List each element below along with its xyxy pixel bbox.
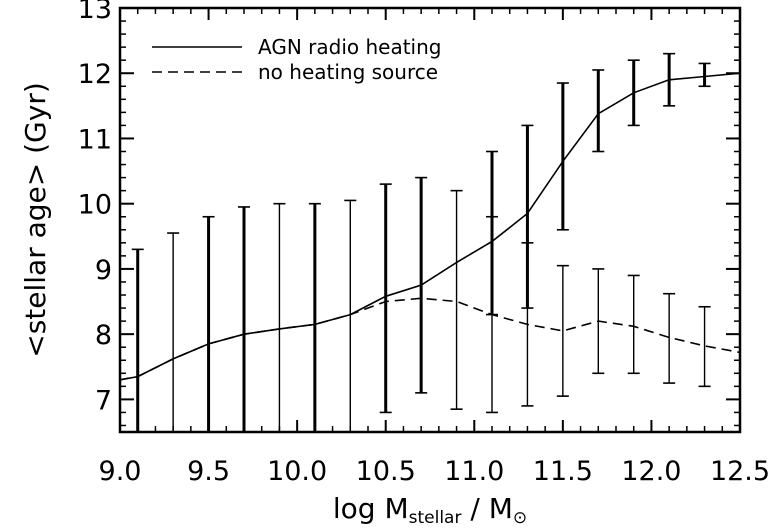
y-tick-label: 9 <box>95 255 112 286</box>
plot-area <box>120 52 740 432</box>
error-bar <box>486 215 498 414</box>
error-bar <box>627 274 640 375</box>
error-bar <box>592 69 605 153</box>
error-bar <box>273 202 286 432</box>
error-bar <box>556 264 569 397</box>
legend-label-agn: AGN radio heating <box>258 35 441 59</box>
error-bar <box>450 189 463 410</box>
error-bar <box>167 232 180 432</box>
error-bar <box>521 242 534 407</box>
x-tick-label: 12.0 <box>621 456 681 487</box>
error-bar <box>415 176 428 394</box>
error-bar <box>556 82 569 231</box>
error-bar <box>202 215 215 432</box>
error-bar <box>592 268 605 375</box>
y-tick-label: 12 <box>78 59 112 90</box>
y-tick-label: 8 <box>95 320 112 351</box>
y-tick-label: 13 <box>78 0 112 25</box>
x-axis: 9.0 9.5 10.0 10.5 11.0 11.5 12.0 12.5 <box>99 8 770 487</box>
error-bar <box>344 199 357 432</box>
legend-label-no-heating: no heating source <box>258 60 438 84</box>
x-tick-label: 11.0 <box>444 456 504 487</box>
y-tick-label: 10 <box>78 190 112 221</box>
error-bar <box>627 59 640 127</box>
x-tick-label: 10.5 <box>356 456 416 487</box>
y-tick-label: 11 <box>78 124 112 155</box>
y-axis-title: <stellar age> (Gyr) <box>19 82 52 358</box>
x-tick-label: 11.5 <box>533 456 593 487</box>
x-tick-label: 9.5 <box>187 456 230 487</box>
legend: AGN radio heating no heating source <box>152 35 441 84</box>
error-bar <box>131 248 144 432</box>
plot-frame <box>118 6 742 434</box>
error-bar <box>308 202 321 432</box>
error-bar <box>698 305 711 388</box>
x-axis-title: log Mstellar / M⊙ <box>333 492 527 528</box>
error-bar <box>663 52 676 107</box>
x-tick-label: 12.5 <box>710 456 770 487</box>
error-bar <box>238 206 250 432</box>
x-tick-label: 9.0 <box>99 456 142 487</box>
y-axis: 7 8 9 10 11 12 13 <box>78 0 740 427</box>
y-tick-label: 7 <box>95 385 112 416</box>
error-bar <box>379 183 392 414</box>
error-bar <box>663 292 676 384</box>
x-tick-label: 10.0 <box>267 456 327 487</box>
error-bar <box>698 62 711 88</box>
series-line-no-heating <box>120 297 740 381</box>
series-line-agn <box>120 72 740 381</box>
